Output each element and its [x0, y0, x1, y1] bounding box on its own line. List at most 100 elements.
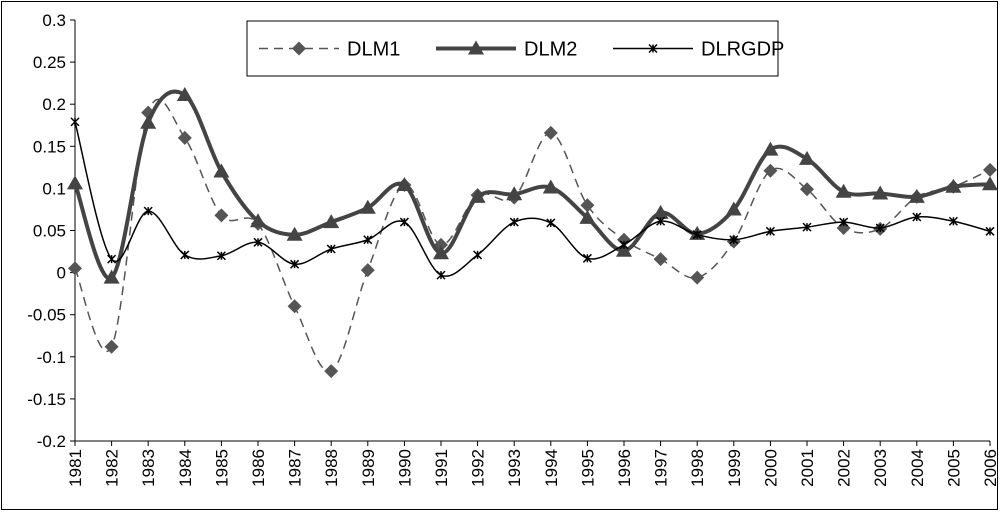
x-tick-label: 1988: [322, 449, 341, 487]
y-tick-label: 0: [57, 264, 66, 283]
marker-diamond: [763, 163, 778, 178]
marker-star: [326, 244, 336, 254]
marker-diamond: [360, 263, 375, 278]
marker-triangle: [908, 188, 925, 203]
x-tick-label: 1997: [652, 449, 671, 487]
marker-triangle: [982, 176, 998, 191]
marker-star: [875, 223, 885, 233]
marker-star: [648, 43, 658, 54]
y-tick-label: -0.2: [37, 432, 66, 451]
marker-star: [546, 218, 556, 228]
marker-triangle: [762, 141, 779, 156]
marker-star: [363, 235, 373, 245]
marker-star: [619, 240, 629, 250]
x-tick-label: 2004: [908, 449, 927, 487]
marker-star: [70, 117, 80, 127]
x-tick-label: 2003: [871, 449, 890, 487]
x-tick-label: 1984: [176, 449, 195, 487]
marker-diamond: [653, 252, 668, 267]
marker-star: [729, 235, 739, 245]
marker-triangle: [213, 163, 230, 178]
x-tick-label: 2005: [944, 449, 963, 487]
marker-star: [143, 206, 153, 216]
marker-star: [692, 230, 702, 240]
marker-triangle: [433, 245, 449, 260]
y-tick-label: 0.3: [42, 11, 66, 30]
x-tick-label: 1983: [139, 449, 158, 487]
marker-triangle: [140, 114, 157, 129]
marker-triangle: [579, 209, 596, 224]
x-tick-label: 1999: [725, 449, 744, 487]
series-line: [74, 98, 991, 373]
y-tick-label: -0.05: [27, 306, 66, 325]
marker-triangle: [396, 177, 413, 192]
marker-star: [985, 226, 995, 236]
marker-star: [180, 250, 190, 260]
marker-triangle: [725, 201, 742, 216]
marker-diamond: [580, 198, 595, 213]
x-tick-label: 1995: [578, 449, 597, 487]
x-tick-label: 1987: [286, 449, 305, 487]
marker-triangle: [542, 179, 559, 194]
x-tick-label: 1989: [359, 449, 378, 487]
marker-triangle: [652, 204, 669, 219]
marker-diamond: [177, 130, 192, 145]
marker-star: [107, 254, 117, 264]
marker-star: [912, 212, 922, 222]
marker-diamond: [324, 364, 339, 379]
y-tick-label: -0.15: [27, 390, 66, 409]
marker-triangle: [469, 188, 486, 203]
x-tick-label: 1998: [688, 449, 707, 487]
marker-diamond: [690, 270, 705, 285]
marker-triangle: [286, 226, 303, 241]
x-tick-label: 1990: [395, 449, 414, 487]
marker-star: [399, 217, 409, 227]
marker-star: [656, 216, 666, 226]
y-tick-label: 0.2: [42, 95, 66, 114]
marker-triangle: [945, 178, 962, 193]
marker-triangle: [323, 214, 340, 229]
marker-triangle: [67, 175, 83, 190]
marker-diamond: [800, 182, 814, 197]
marker-star: [839, 217, 849, 227]
marker-diamond: [104, 339, 119, 354]
legend-label: DLM1: [347, 39, 400, 61]
marker-diamond: [214, 208, 229, 223]
marker-triangle: [616, 242, 632, 257]
marker-diamond: [68, 261, 82, 276]
marker-star: [436, 270, 446, 280]
legend-label: DLRGDP: [701, 39, 784, 61]
marker-star: [765, 226, 775, 236]
x-tick-label: 1986: [249, 449, 268, 487]
x-tick-label: 1996: [615, 449, 634, 487]
marker-star: [216, 251, 226, 261]
marker-triangle: [250, 213, 266, 228]
x-tick-label: 2002: [835, 449, 854, 487]
marker-triangle: [359, 199, 376, 214]
marker-star: [582, 253, 592, 263]
marker-triangle: [872, 185, 889, 200]
marker-triangle: [176, 86, 193, 101]
legend-label: DLM2: [524, 39, 577, 61]
x-tick-label: 1985: [212, 449, 231, 487]
y-tick-label: 0.1: [42, 179, 66, 198]
x-tick-label: 1992: [469, 449, 488, 487]
x-tick-label: 2006: [981, 449, 1000, 487]
marker-diamond: [287, 299, 302, 314]
marker-star: [290, 259, 300, 269]
x-tick-label: 2000: [761, 449, 780, 487]
marker-triangle: [468, 40, 484, 55]
marker-star: [473, 250, 483, 260]
x-tick-label: 1993: [505, 449, 524, 487]
x-tick-label: 2001: [798, 449, 817, 487]
y-tick-label: 0.25: [33, 53, 66, 72]
x-tick-label: 1981: [66, 449, 85, 487]
x-tick-label: 1994: [542, 449, 561, 487]
marker-triangle: [835, 183, 852, 198]
x-tick-label: 1982: [103, 449, 122, 487]
y-tick-label: 0.05: [33, 222, 66, 241]
marker-star: [802, 222, 812, 232]
marker-triangle: [103, 269, 120, 284]
